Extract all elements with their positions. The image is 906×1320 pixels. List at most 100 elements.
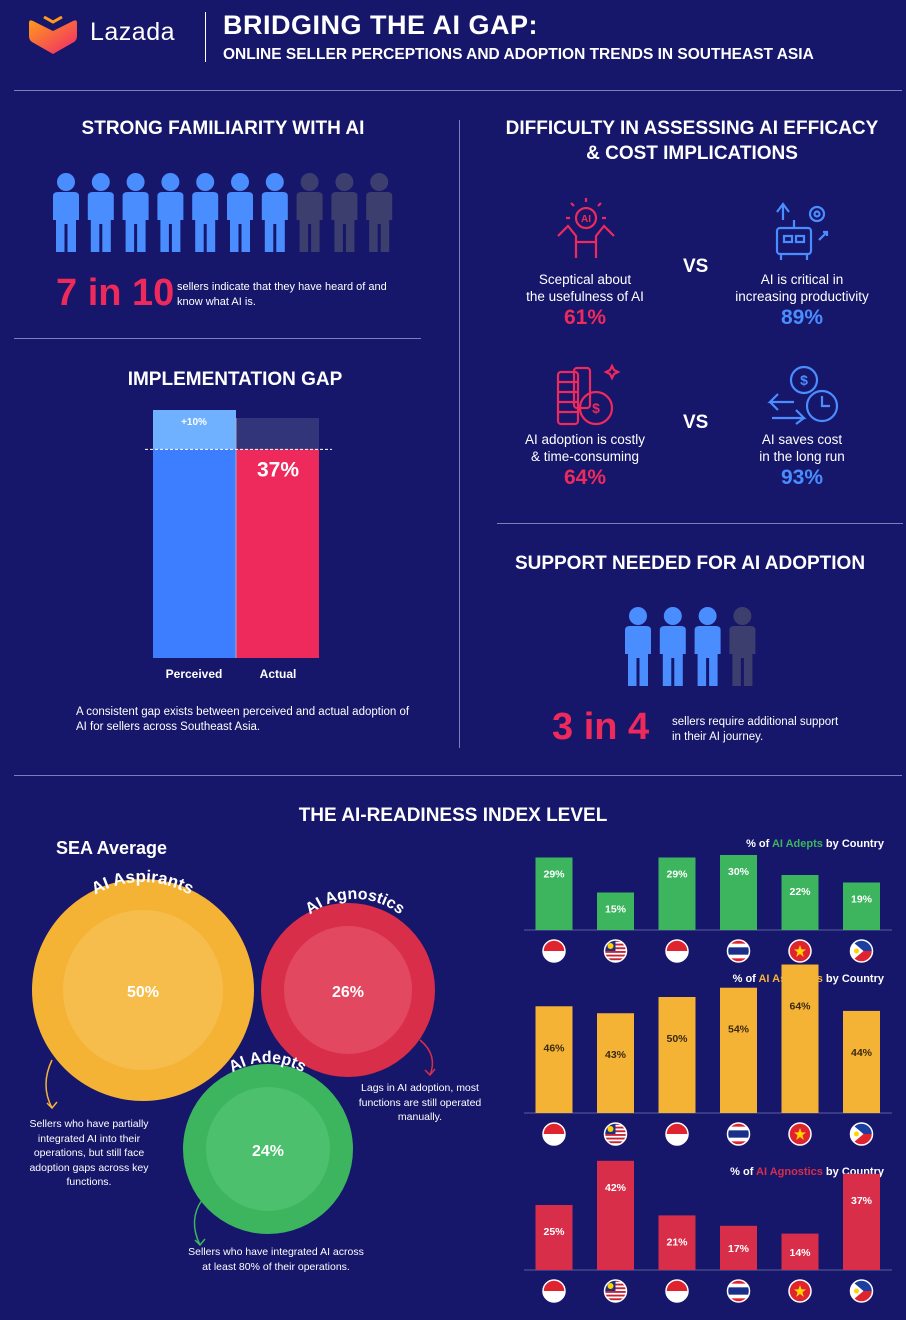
- lazada-logo-icon: [28, 15, 78, 56]
- familiarity-heading: STRONG FAMILIARITY WITH AI: [81, 118, 365, 139]
- bar-value-label: 46%: [543, 1042, 565, 1054]
- agnostics-circle: [261, 903, 435, 1077]
- robot-productivity-icon: [767, 198, 835, 269]
- productivity-pct: 89%: [780, 306, 824, 329]
- coins-cost-icon: $: [552, 362, 622, 433]
- person-icon: [659, 607, 686, 686]
- saves-cost-text-1: AI saves cost: [761, 432, 843, 447]
- saves-cost-clock-icon: $: [764, 362, 840, 433]
- country-charts-svg: % of AI Adepts by Country 29% 15% 29% 30% 22%…: [524, 838, 892, 1303]
- bar-thailand: [720, 855, 757, 930]
- support-heading: SUPPORT NEEDED FOR AI ADOPTION: [514, 553, 866, 574]
- agnostics-desc: Lags in AI adoption, most functions are …: [358, 1082, 482, 1123]
- philippines-flag-icon: [849, 939, 874, 963]
- svg-text:$: $: [592, 400, 600, 416]
- support-text: sellers require additional support in th…: [672, 716, 839, 743]
- sea-average-label: SEA Average: [56, 838, 168, 858]
- bar-singapore: [535, 857, 573, 930]
- bar-indonesia: [658, 1215, 696, 1270]
- agnostics-pointer-arrow: [419, 1039, 436, 1077]
- vs-label-1: VS: [683, 256, 709, 277]
- costly-pct: 64%: [563, 466, 607, 489]
- adepts-desc: Sellers who have integrated AI across at…: [188, 1246, 364, 1273]
- person-icon: [122, 173, 149, 252]
- vietnam-flag-icon: [788, 939, 812, 963]
- saves-cost-text-2: in the long run: [759, 449, 845, 464]
- aspirants-pointer-arrow: [45, 1059, 58, 1110]
- familiarity-text: sellers indicate that they have heard of…: [177, 281, 387, 308]
- svg-text:$: $: [800, 372, 808, 388]
- bar-value-label: 30%: [728, 866, 750, 878]
- vs-label-2: VS: [683, 412, 709, 433]
- svg-text:AI: AI: [581, 214, 591, 225]
- readiness-circles: AI Aspirants 50% AI Agnostics 26% AI Ade…: [32, 867, 436, 1247]
- bar-value-label: 29%: [543, 869, 565, 881]
- singapore-flag-icon: [542, 1279, 566, 1303]
- thailand-flag-icon: [726, 939, 751, 963]
- indonesia-flag-icon: [665, 1122, 689, 1146]
- thailand-flag-icon: [726, 1122, 751, 1146]
- bar-vietnam: [781, 1233, 819, 1270]
- section-divider-right: [497, 523, 903, 524]
- philippines-flag-icon: [849, 1122, 874, 1146]
- bar-indonesia: [658, 857, 696, 930]
- bar-singapore: [535, 1006, 573, 1113]
- aspirants-circle: [32, 879, 254, 1101]
- actual-bar: [236, 449, 319, 658]
- costly-text-2: & time-consuming: [530, 449, 640, 464]
- vietnam-flag-icon: [788, 1122, 812, 1146]
- bar-philippines: [843, 1010, 880, 1113]
- bar-thailand: [720, 987, 757, 1113]
- sceptical-text-1: Sceptical about: [538, 272, 632, 287]
- person-icon: [625, 607, 651, 686]
- person-icon: [331, 173, 358, 252]
- section-divider-left: [14, 338, 421, 339]
- bar-value-label: 44%: [851, 1047, 873, 1059]
- bar-thailand: [720, 1225, 757, 1270]
- bar-singapore: [535, 1205, 573, 1270]
- indonesia-flag-icon: [665, 939, 689, 963]
- person-icon: [157, 173, 184, 252]
- malaysia-flag-icon: [603, 939, 628, 963]
- saves-cost-pct: 93%: [780, 466, 824, 489]
- vietnam-flag-icon: [788, 1279, 812, 1303]
- bar-malaysia: [597, 892, 634, 930]
- singapore-flag-icon: [542, 1122, 566, 1146]
- country-charts: % of AI Adepts by Country 29% 15% 29% 30% 22%…: [520, 830, 896, 1310]
- person-icon: [53, 173, 79, 252]
- country-chart-title: % of AI Adepts by Country: [746, 838, 885, 850]
- bar-value-label: 15%: [605, 904, 627, 916]
- perceived-gap-bar: [153, 410, 236, 450]
- thailand-flag-icon: [726, 1279, 751, 1303]
- malaysia-flag-icon: [603, 1279, 628, 1303]
- support-stat: 3 in 4: [552, 706, 650, 748]
- adepts-pointer-arrow: [193, 1199, 206, 1247]
- person-icon: [729, 607, 756, 686]
- person-icon: [87, 173, 114, 252]
- person-icon: [366, 173, 393, 252]
- ai-hands-icon: AI: [550, 196, 622, 269]
- bar-malaysia: [597, 1013, 634, 1113]
- adepts-circle: [183, 1064, 353, 1234]
- philippines-flag-icon: [849, 1279, 874, 1303]
- aspirants-desc: Sellers who have partially integrated AI…: [29, 1118, 149, 1188]
- section-divider-bottom: [14, 775, 902, 776]
- perceived-bar: [153, 449, 236, 658]
- support-people-icons: [622, 606, 762, 688]
- gap-heading: IMPLEMENTATION GAP: [127, 369, 343, 390]
- gap-note: A consistent gap exists between perceive…: [76, 706, 410, 733]
- gap-diff-label: +10%: [181, 417, 207, 428]
- perceived-label: Perceived: [166, 667, 223, 680]
- bar-value-label: 50%: [666, 1033, 688, 1045]
- familiarity-stat: 7 in 10: [56, 272, 175, 314]
- bar-value-label: 54%: [728, 1024, 750, 1036]
- aspirants-pct: 50%: [127, 984, 159, 1001]
- person-icon: [227, 173, 253, 252]
- singapore-flag-icon: [542, 939, 566, 963]
- malaysia-flag-icon: [603, 1122, 628, 1146]
- page-subtitle: ONLINE SELLER PERCEPTIONS AND ADOPTION T…: [223, 46, 814, 63]
- difficulty-heading-line1: DIFFICULTY IN ASSESSING AI EFFICACY: [505, 118, 879, 139]
- person-icon: [261, 173, 288, 252]
- bar-value-label: 37%: [851, 1195, 873, 1207]
- bar-malaysia: [597, 1160, 634, 1270]
